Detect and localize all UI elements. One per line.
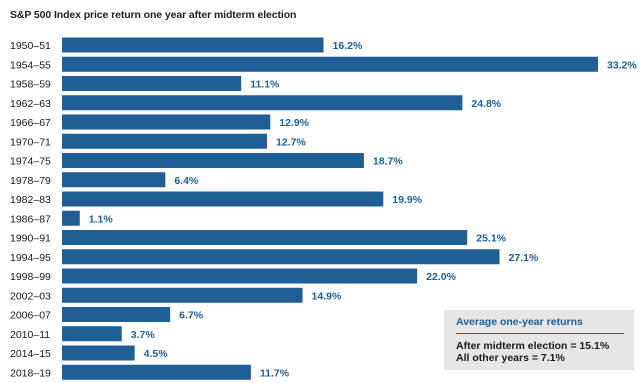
category-label: 1966–67	[10, 117, 51, 129]
bar	[62, 56, 598, 72]
category-label: 1970–71	[10, 136, 51, 148]
category-label: 1986–87	[10, 213, 51, 225]
category-label: 2018–19	[10, 367, 51, 379]
bar	[62, 230, 468, 245]
category-label: 1990–91	[10, 233, 51, 245]
category-label: 1982–83	[10, 194, 51, 206]
value-label: 6.7%	[179, 310, 204, 322]
value-label: 22.0%	[426, 271, 456, 283]
value-label: 19.9%	[392, 194, 422, 206]
category-label: 1962–63	[10, 98, 51, 110]
bar	[62, 114, 271, 130]
chart-title: S&P 500 Index price return one year afte…	[10, 9, 297, 21]
bar	[62, 326, 122, 342]
value-label: 4.5%	[144, 348, 169, 360]
category-label: 2010–11	[10, 329, 50, 341]
value-label: 3.7%	[131, 329, 156, 341]
bar	[62, 191, 384, 207]
category-label: 1958–59	[10, 79, 51, 91]
category-label: 1950–51	[10, 40, 51, 52]
category-label: 2002–03	[10, 290, 51, 302]
category-label: 1978–79	[10, 175, 51, 187]
value-label: 27.1%	[509, 252, 539, 264]
value-label: 16.2%	[333, 40, 363, 52]
value-label: 6.4%	[174, 175, 199, 187]
bar	[62, 172, 166, 188]
category-label: 2006–07	[10, 310, 51, 322]
category-label: 1994–95	[10, 252, 51, 264]
average-returns-divider	[456, 333, 624, 334]
value-label: 14.9%	[312, 290, 342, 302]
after-midterm-average: After midterm election = 15.1%	[456, 340, 610, 352]
value-label: 11.7%	[260, 367, 290, 379]
bar	[62, 210, 80, 226]
category-label: 1998–99	[10, 271, 51, 283]
value-label: 18.7%	[373, 156, 403, 168]
bar	[62, 249, 500, 265]
bar	[62, 345, 135, 361]
bar	[62, 307, 171, 322]
value-label: 33.2%	[607, 59, 637, 71]
category-label: 1954–55	[10, 59, 51, 71]
bar	[62, 153, 364, 168]
bar	[62, 287, 303, 303]
bar	[62, 95, 463, 111]
value-label: 25.1%	[476, 233, 506, 245]
value-label: 12.9%	[279, 117, 309, 129]
value-label: 24.8%	[471, 98, 501, 110]
average-returns-title: Average one-year returns	[456, 316, 583, 328]
bar	[62, 268, 418, 284]
bar	[62, 37, 324, 53]
value-label: 1.1%	[89, 213, 114, 225]
average-returns-box: Average one-year returns After midterm e…	[444, 310, 634, 370]
bar	[62, 76, 242, 91]
bar	[62, 364, 251, 380]
value-label: 12.7%	[276, 136, 306, 148]
other-years-average: All other years = 7.1%	[456, 352, 565, 364]
category-label: 2014–15	[10, 348, 51, 360]
value-label: 11.1%	[250, 79, 280, 91]
bar	[62, 133, 268, 149]
category-label: 1974–75	[10, 156, 51, 168]
